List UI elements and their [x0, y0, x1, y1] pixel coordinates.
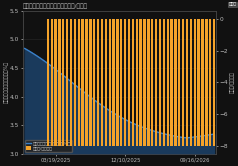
- Bar: [136, 19, 138, 146]
- Bar: [74, 19, 76, 146]
- Bar: [167, 19, 169, 146]
- Bar: [139, 19, 142, 146]
- Bar: [112, 19, 115, 146]
- Bar: [201, 19, 204, 146]
- Bar: [120, 19, 123, 146]
- Bar: [97, 19, 99, 146]
- Bar: [116, 19, 119, 146]
- Bar: [101, 19, 103, 146]
- Text: インプライド翌日物金利＆利上げ/下げ数: インプライド翌日物金利＆利上げ/下げ数: [23, 3, 88, 9]
- Bar: [124, 19, 126, 146]
- Y-axis label: インプライド翌日物金利（%）: インプライド翌日物金利（%）: [4, 61, 9, 103]
- Bar: [209, 19, 211, 146]
- Bar: [178, 19, 180, 146]
- Bar: [81, 19, 84, 146]
- Bar: [89, 19, 92, 146]
- Bar: [151, 19, 154, 146]
- Bar: [93, 19, 95, 146]
- Bar: [105, 19, 107, 146]
- Bar: [198, 19, 200, 146]
- Bar: [190, 19, 192, 146]
- Bar: [58, 19, 61, 146]
- Bar: [186, 19, 188, 146]
- Legend: インプライド翌日物金利（%）, 利上げ/利下げ数: インプライド翌日物金利（%）, 利上げ/利下げ数: [25, 140, 72, 152]
- Bar: [47, 19, 49, 146]
- Text: 拡大化: 拡大化: [229, 2, 237, 6]
- Bar: [85, 19, 88, 146]
- Bar: [143, 19, 146, 146]
- Bar: [128, 19, 130, 146]
- Bar: [174, 19, 177, 146]
- Bar: [182, 19, 184, 146]
- Bar: [213, 19, 215, 146]
- Bar: [163, 19, 165, 146]
- Bar: [205, 19, 208, 146]
- Bar: [62, 19, 64, 146]
- Bar: [78, 19, 80, 146]
- Bar: [132, 19, 134, 146]
- Bar: [159, 19, 161, 146]
- Bar: [155, 19, 157, 146]
- Bar: [147, 19, 149, 146]
- Bar: [66, 19, 68, 146]
- Bar: [50, 19, 53, 146]
- Bar: [194, 19, 196, 146]
- Bar: [109, 19, 111, 146]
- Bar: [55, 19, 57, 146]
- Y-axis label: 利上げ/利下げ数: 利上げ/利下げ数: [229, 72, 234, 93]
- Bar: [70, 19, 72, 146]
- Bar: [170, 19, 173, 146]
